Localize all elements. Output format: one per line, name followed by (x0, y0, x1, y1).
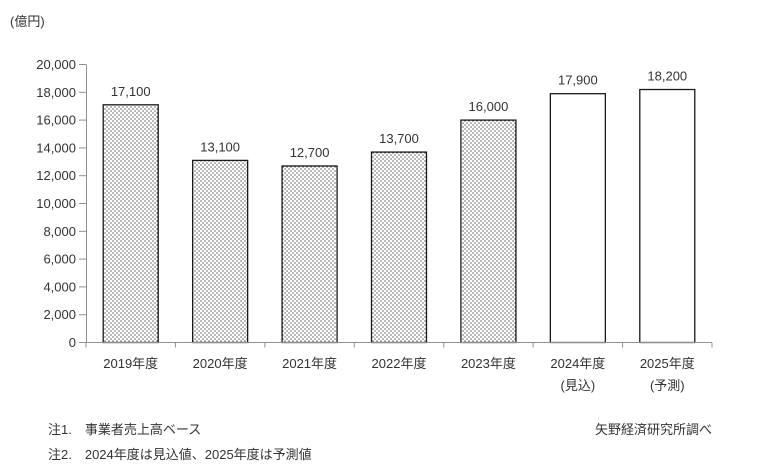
bar-value-label: 16,000 (469, 99, 509, 114)
y-axis-tick-label: 4,000 (43, 279, 76, 294)
bar (460, 119, 517, 344)
y-axis-tick-label: 18,000 (36, 85, 76, 100)
bar (639, 88, 696, 344)
y-axis-tick-label: 12,000 (36, 168, 76, 183)
x-axis-label: 2024年度 (550, 356, 605, 371)
y-axis-unit-label: (億円) (10, 14, 45, 29)
bar (370, 151, 428, 344)
bar-value-label: 12,700 (290, 145, 330, 160)
x-axis-sublabel: (予測) (650, 378, 685, 393)
footnote-2: 注2. 2024年度は見込値、2025年度は予測値 (48, 447, 312, 462)
bar-value-label: 18,200 (647, 69, 687, 84)
x-axis-sublabel: (見込) (561, 378, 596, 393)
y-axis-tick-label: 10,000 (36, 196, 76, 211)
x-axis-label: 2021年度 (282, 356, 337, 371)
x-axis-label: 2025年度 (640, 356, 695, 371)
bar (549, 93, 607, 344)
bar-value-label: 17,100 (111, 84, 151, 99)
bar (191, 159, 249, 344)
x-axis-label: 2020年度 (193, 356, 248, 371)
source-credit: 矢野経済研究所調べ (594, 422, 712, 437)
bar-chart: 17,100 2019年度 13,100 2020年度 12,700 2021年度 13,7… (36, 57, 713, 393)
footnote-1: 注1. 事業者売上高ベース (48, 422, 202, 437)
bar-value-label: 13,100 (200, 139, 240, 154)
y-axis-tick-label: 8,000 (43, 224, 76, 239)
bar (281, 165, 338, 344)
bar-value-label: 13,700 (379, 131, 419, 146)
y-axis-tick-label: 0 (69, 335, 76, 350)
bar-value-label: 17,900 (558, 73, 598, 88)
x-axis-label: 2022年度 (372, 356, 427, 371)
y-axis-tick-label: 2,000 (43, 307, 76, 322)
x-axis-label: 2023年度 (461, 356, 516, 371)
x-axis-label: 2019年度 (103, 356, 158, 371)
bar (102, 104, 159, 344)
y-axis-tick-label: 16,000 (36, 113, 76, 128)
y-axis-tick-label: 20,000 (36, 57, 76, 72)
y-axis-tick-label: 6,000 (43, 252, 76, 267)
y-axis-tick-label: 14,000 (36, 140, 76, 155)
